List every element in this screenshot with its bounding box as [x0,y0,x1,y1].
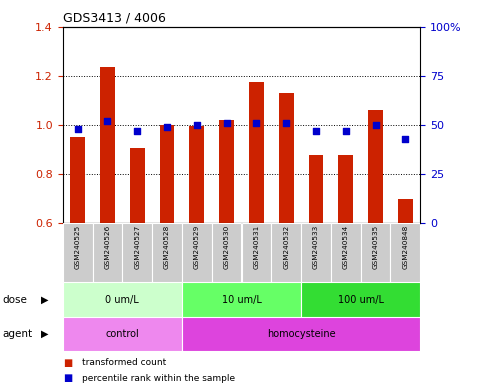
Bar [182,223,212,282]
Text: ▶: ▶ [41,295,49,305]
Bar [63,223,93,282]
Bar [219,120,234,223]
Text: transformed count: transformed count [82,358,166,367]
Point [282,120,290,126]
Bar [242,223,271,282]
Bar [189,126,204,223]
Point [74,126,82,132]
Text: GSM240533: GSM240533 [313,225,319,269]
Bar [279,93,294,223]
Text: agent: agent [2,329,32,339]
Point [223,120,230,126]
Bar [93,223,122,282]
Text: GSM240848: GSM240848 [402,225,408,269]
Bar [309,156,324,223]
Text: GSM240535: GSM240535 [372,225,379,269]
Point [104,118,112,124]
Bar [331,223,361,282]
Bar [301,223,331,282]
Point [133,127,141,134]
Bar [368,110,383,223]
Bar [182,317,420,351]
Text: ▶: ▶ [41,329,49,339]
Point [401,136,409,142]
Text: GSM240526: GSM240526 [104,225,111,269]
Bar [100,67,115,223]
Bar [390,223,420,282]
Bar [152,223,182,282]
Bar [271,223,301,282]
Bar [338,156,353,223]
Bar [361,223,390,282]
Bar [249,82,264,223]
Point [342,127,350,134]
Bar [122,223,152,282]
Bar [70,137,85,223]
Bar [398,199,413,223]
Bar [182,282,301,317]
Text: GSM240529: GSM240529 [194,225,200,269]
Point [193,122,201,128]
Text: GSM240525: GSM240525 [75,225,81,269]
Point [372,122,380,128]
Bar [63,282,182,317]
Text: ■: ■ [63,373,72,383]
Text: GSM240527: GSM240527 [134,225,140,269]
Text: GSM240534: GSM240534 [343,225,349,269]
Text: control: control [105,329,139,339]
Text: 0 um/L: 0 um/L [105,295,139,305]
Text: GSM240528: GSM240528 [164,225,170,269]
Text: dose: dose [2,295,28,305]
Text: 100 um/L: 100 um/L [338,295,384,305]
Text: ■: ■ [63,358,72,368]
Bar [212,223,242,282]
Bar [63,317,182,351]
Text: GSM240530: GSM240530 [224,225,229,269]
Text: GSM240532: GSM240532 [283,225,289,269]
Text: GDS3413 / 4006: GDS3413 / 4006 [63,12,166,25]
Text: homocysteine: homocysteine [267,329,335,339]
Point [253,120,260,126]
Point [312,127,320,134]
Text: GSM240531: GSM240531 [254,225,259,269]
Bar [301,282,420,317]
Bar [159,125,174,223]
Text: percentile rank within the sample: percentile rank within the sample [82,374,235,383]
Text: 10 um/L: 10 um/L [222,295,261,305]
Point [163,124,171,130]
Bar [130,148,145,223]
